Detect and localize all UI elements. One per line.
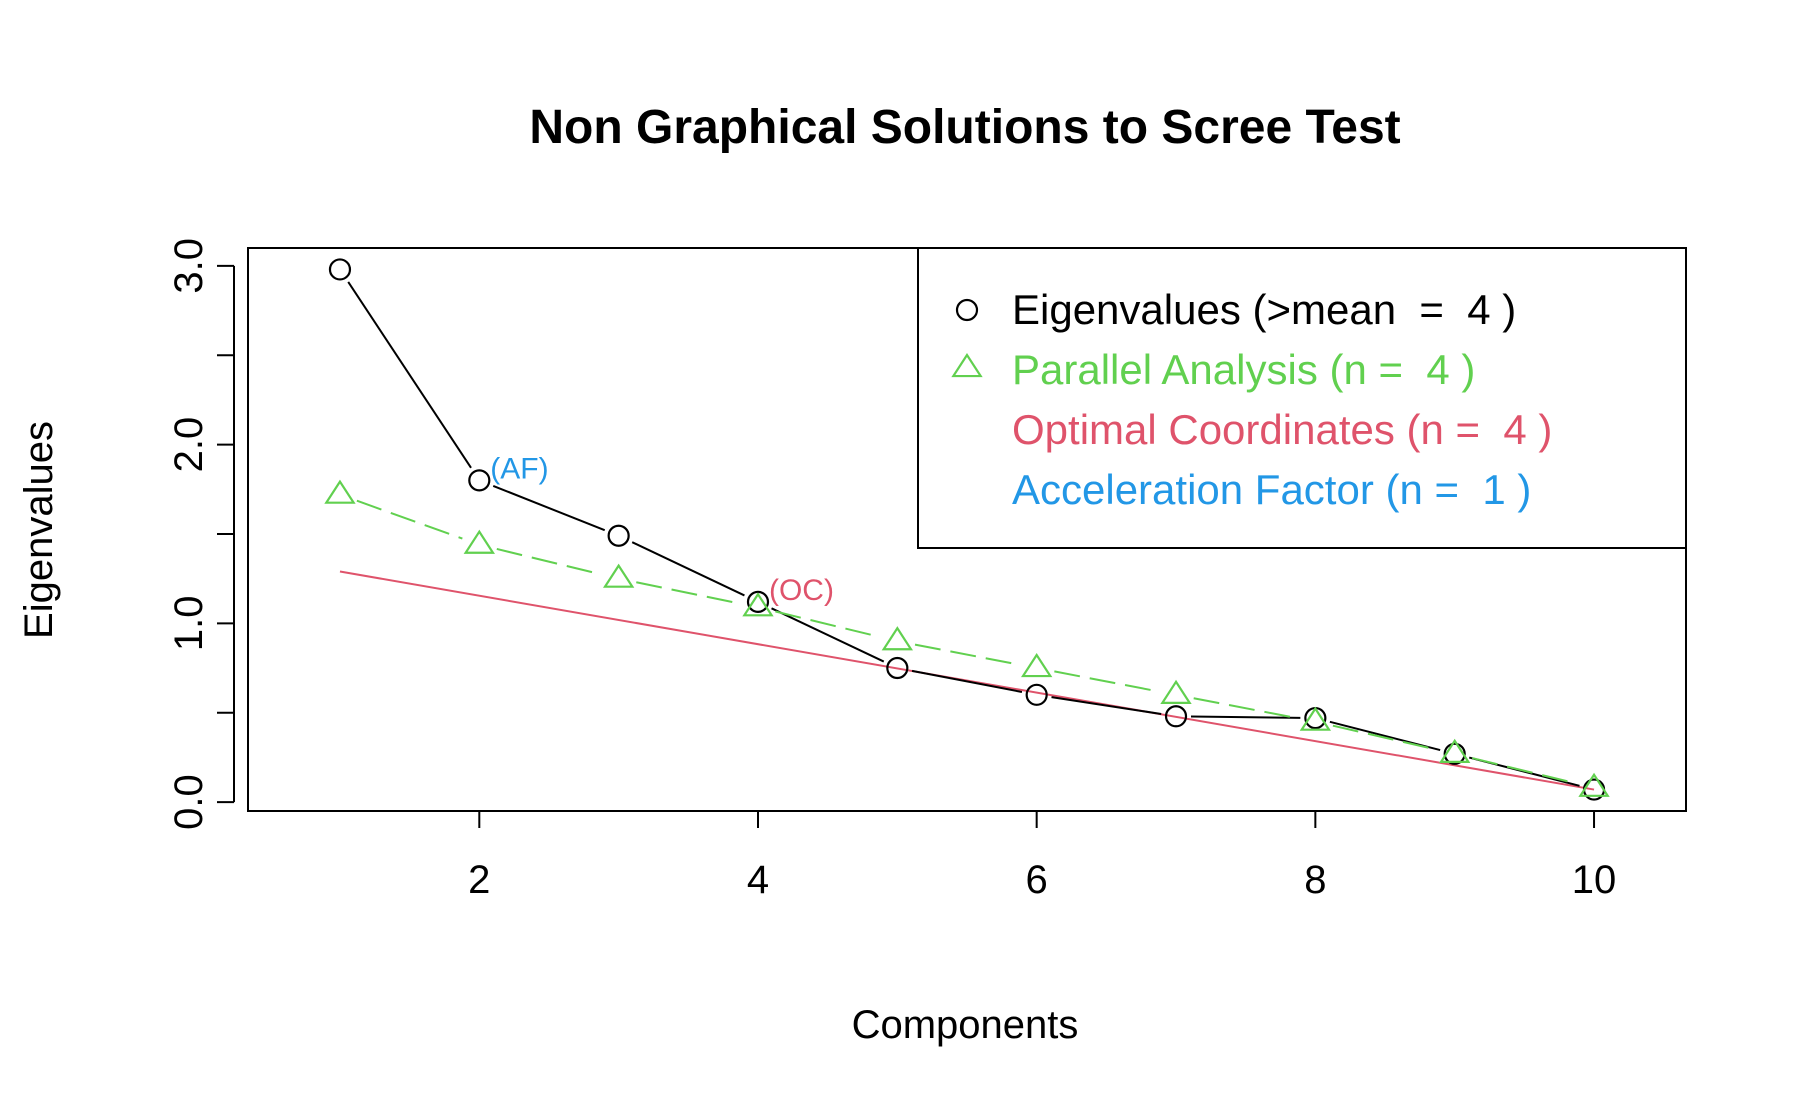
- legend-entry: Acceleration Factor (n = 1 ): [1012, 466, 1531, 513]
- parallel-analysis-point: [463, 529, 495, 554]
- x-tick-label: 2: [468, 858, 490, 902]
- y-tick-label: 0.0: [167, 774, 211, 830]
- y-tick-label: 1.0: [167, 596, 211, 652]
- series-segment: [914, 643, 1020, 666]
- eigenvalue-point: [468, 469, 491, 492]
- series-segment: [496, 547, 602, 576]
- y-tick-label: 3.0: [167, 238, 211, 294]
- series-segment: [356, 499, 463, 540]
- x-tick-label: 4: [747, 858, 769, 902]
- annotation-label: (AF): [490, 452, 548, 485]
- series-segment: [1471, 757, 1577, 785]
- parallel-analysis-point: [1020, 652, 1053, 678]
- legend-entry: Eigenvalues (>mean = 4 ): [1012, 286, 1516, 333]
- series-segment: [1332, 724, 1438, 751]
- series-segment: [775, 610, 881, 638]
- eigenvalue-point: [886, 656, 909, 680]
- x-tick-label: 6: [1026, 858, 1048, 902]
- legend: Eigenvalues (>mean = 4 ) Parallel Analysi…: [917, 247, 1687, 549]
- eigenvalue-point: [746, 590, 770, 613]
- parallel-analysis-point: [742, 592, 774, 617]
- eigenvalue-point: [1025, 683, 1048, 706]
- series-segment: [1051, 696, 1162, 715]
- eigenvalue-point: [1443, 742, 1466, 765]
- x-axis: 2 4 6 8 10: [468, 810, 1617, 902]
- series-segment: [347, 281, 472, 469]
- eigenvalue-point: [1164, 705, 1188, 728]
- y-axis: 0.0 1.0 2.0 3.0: [167, 238, 235, 830]
- parallel-analysis-point: [1299, 706, 1332, 731]
- eigenvalue-point: [328, 258, 352, 281]
- x-tick-label: 10: [1572, 858, 1617, 902]
- parallel-analysis-point: [1578, 772, 1610, 797]
- series-segment: [911, 669, 1023, 693]
- parallel-analysis-point: [881, 626, 914, 651]
- legend-triangle-marker: [951, 352, 983, 378]
- x-axis-label: Components: [852, 1003, 1079, 1047]
- series-segment: [492, 484, 606, 532]
- parallel-analysis-point: [324, 479, 356, 504]
- legend-entry: Optimal Coordinates (n = 4 ): [1012, 406, 1552, 453]
- annotation-label: (OC): [769, 574, 834, 607]
- eigenvalue-point: [607, 524, 630, 547]
- parallel-analysis-point: [1160, 679, 1192, 704]
- series-segment: [771, 607, 885, 663]
- chart-title: Non Graphical Solutions to Scree Test: [529, 101, 1400, 154]
- x-tick-label: 8: [1304, 858, 1326, 902]
- series-segment: [631, 541, 745, 597]
- parallel-analysis-point: [602, 563, 635, 588]
- series-segment: [636, 581, 741, 605]
- legend-entry: Parallel Analysis (n = 4 ): [1012, 346, 1475, 393]
- series-segment: [1193, 697, 1298, 720]
- series-segment: [1190, 715, 1301, 719]
- legend-circle-marker: [955, 298, 979, 322]
- parallel-analysis-point: [1439, 738, 1471, 763]
- series-segment: [1054, 670, 1159, 693]
- annotation-layer: (AF) (OC): [490, 452, 834, 607]
- y-axis-label: Eigenvalues: [17, 421, 61, 639]
- legend-box: [917, 247, 1687, 549]
- series-layer: [324, 258, 1610, 801]
- y-tick-label: 2.0: [167, 417, 211, 473]
